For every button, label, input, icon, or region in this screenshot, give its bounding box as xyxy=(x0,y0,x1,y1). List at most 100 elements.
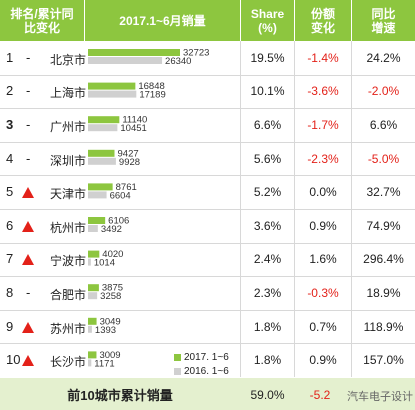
rank-number: 10 xyxy=(6,352,21,368)
bar-2016 xyxy=(88,157,116,165)
rank-unchanged-mark: - xyxy=(26,285,31,300)
share-change-value: 0.9% xyxy=(309,353,337,368)
share-value: 2.3% xyxy=(253,286,282,300)
bar-2017 xyxy=(88,217,106,224)
city-name: 广州市 xyxy=(49,120,86,134)
bar-2017 xyxy=(88,149,115,157)
legend-swatch-2017 xyxy=(174,353,181,361)
share-value: 3.6% xyxy=(253,218,282,233)
bar-2016 xyxy=(88,325,92,333)
bar-2016 xyxy=(88,258,91,266)
bar-label-2017: 3875 xyxy=(102,283,123,294)
header-share: Share (%) xyxy=(241,0,294,41)
row-divider xyxy=(0,108,415,110)
rank-up-icon xyxy=(22,187,34,199)
rank-number: 8 xyxy=(6,285,14,300)
rank-number: 3 xyxy=(6,117,14,132)
row-divider xyxy=(0,276,415,278)
bar-label-2016: 10451 xyxy=(120,123,146,134)
legend-swatch-2016 xyxy=(174,367,181,375)
bar-label-2016: 6604 xyxy=(110,190,131,201)
city-name: 北京市 xyxy=(49,52,86,67)
yoy-value: 157.0% xyxy=(363,353,404,368)
yoy-value: -2.0% xyxy=(367,84,400,99)
city-name: 长沙市 xyxy=(49,355,86,370)
city-name: 合肥市 xyxy=(49,288,86,302)
share-value: 1.8% xyxy=(253,319,282,334)
city-name: 天津市 xyxy=(49,187,86,202)
bar-2016 xyxy=(88,57,163,64)
rank-up-icon xyxy=(22,254,34,266)
bar-2017 xyxy=(88,250,100,258)
watermark: 汽车电子设计 xyxy=(347,391,413,403)
header-share-change: 份额 变化 xyxy=(295,0,351,41)
share-change-value: -3.6% xyxy=(307,84,339,99)
row-divider xyxy=(0,141,415,143)
share-change-value: 1.6% xyxy=(309,252,337,267)
bar-2017 xyxy=(88,317,97,325)
legend-2016: 2016. 1~6 xyxy=(174,366,229,377)
yoy-value: 296.4% xyxy=(363,252,404,267)
bar-2016 xyxy=(88,90,137,98)
city-name: 杭州市 xyxy=(49,220,86,235)
share-change-value: -0.3% xyxy=(307,286,339,300)
bar-2016 xyxy=(88,191,107,199)
bar-label-2017: 11140 xyxy=(122,115,147,126)
yoy-value: 74.9% xyxy=(366,218,401,233)
share-value: 5.6% xyxy=(253,151,282,166)
rank-unchanged-mark: - xyxy=(26,49,31,65)
rank-up-icon xyxy=(22,321,34,333)
yoy-value: 18.9% xyxy=(366,286,401,300)
yoy-value: 32.7% xyxy=(366,185,401,200)
city-name: 宁波市 xyxy=(49,254,86,269)
rank-up-icon xyxy=(22,355,34,367)
yoy-value: 24.2% xyxy=(366,50,401,65)
bar-2016 xyxy=(88,359,92,367)
footer-share-change: -5.2 xyxy=(309,388,331,402)
legend-2017: 2017. 1~6 xyxy=(174,352,229,363)
footer-title: 前10城市累计销量 xyxy=(67,387,173,403)
bar-label-2017: 4020 xyxy=(102,249,123,260)
share-value: 1.8% xyxy=(253,353,282,368)
footer-share: 59.0% xyxy=(250,388,285,402)
share-change-value: 0.9% xyxy=(309,218,337,233)
row-divider xyxy=(0,175,415,177)
rank-number: 1 xyxy=(6,49,14,65)
yoy-value: 6.6% xyxy=(369,118,398,132)
bar-label-2017: 3009 xyxy=(99,350,120,361)
city-name: 上海市 xyxy=(49,86,86,101)
bar-label-2017: 8761 xyxy=(116,182,137,193)
rank-number: 9 xyxy=(6,318,14,334)
bar-2017 xyxy=(88,49,180,56)
bar-label-2016: 1393 xyxy=(95,325,116,336)
bar-label-2016: 1014 xyxy=(94,258,115,269)
bar-label-2016: 26340 xyxy=(165,56,191,67)
rank-number: 5 xyxy=(6,184,14,200)
bar-label-2017: 3049 xyxy=(100,316,121,327)
bar-2017 xyxy=(88,183,113,191)
rank-unchanged-mark: - xyxy=(26,150,31,166)
legend-label-2017: 2017. 1~6 xyxy=(184,352,229,363)
share-value: 10.1% xyxy=(250,84,285,99)
yoy-value: 118.9% xyxy=(363,319,404,334)
rank-unchanged-mark: - xyxy=(26,117,31,132)
bar-2016 xyxy=(88,124,118,132)
bar-label-2016: 17189 xyxy=(139,90,165,101)
bar-2017 xyxy=(88,284,99,292)
bar-2016 xyxy=(88,225,98,232)
share-change-value: 0.0% xyxy=(309,185,337,200)
rank-number: 4 xyxy=(6,150,14,166)
row-divider xyxy=(0,343,415,345)
share-value: 6.6% xyxy=(253,118,282,132)
row-divider xyxy=(0,242,415,244)
rank-up-icon xyxy=(22,220,34,232)
row-divider xyxy=(0,209,415,210)
bar-label-2017: 16848 xyxy=(138,81,164,92)
header-rank-change: 排名/累计同 比变化 xyxy=(0,0,84,41)
share-change-value: 0.7% xyxy=(309,319,337,334)
bar-label-2017: 6106 xyxy=(108,216,129,227)
bar-label-2017: 9427 xyxy=(118,148,139,159)
bar-2016 xyxy=(88,292,98,300)
bar-2017 xyxy=(88,116,120,124)
